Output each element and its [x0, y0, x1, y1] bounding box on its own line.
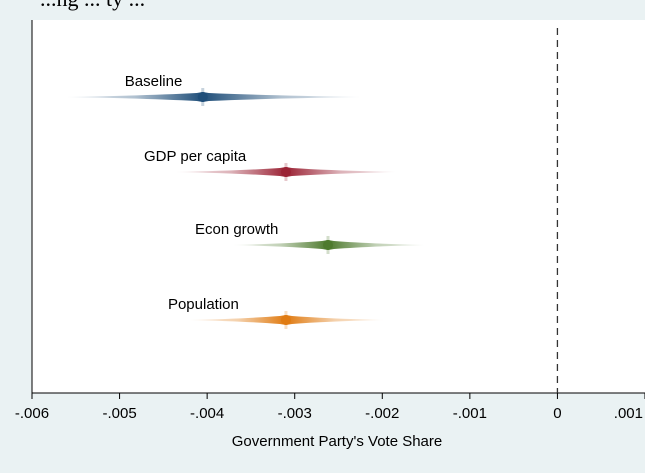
chart-title-partial: ...ng ... ty ...	[40, 0, 145, 12]
x-axis-title: Government Party's Vote Share	[232, 433, 442, 450]
x-tick-label: 0	[553, 405, 561, 422]
series-label: Population	[168, 296, 239, 313]
point-estimate-gdp-per-capita	[280, 167, 291, 177]
plot-area	[32, 20, 645, 393]
x-tick-label: -.001	[453, 405, 487, 422]
series-label: GDP per capita	[144, 148, 247, 165]
series-label: Baseline	[125, 73, 183, 90]
x-tick-label: -.004	[190, 405, 224, 422]
point-estimate-econ-growth	[322, 240, 333, 250]
x-tick-label: -.006	[15, 405, 49, 422]
x-tick-label: .001	[614, 405, 643, 422]
point-estimate-baseline	[197, 92, 208, 102]
x-tick-label: -.003	[278, 405, 312, 422]
x-tick-label: -.002	[365, 405, 399, 422]
ci-band-baseline	[67, 92, 361, 102]
series-label: Econ growth	[195, 221, 278, 238]
x-tick-label: -.005	[102, 405, 136, 422]
point-estimate-population	[280, 315, 291, 325]
